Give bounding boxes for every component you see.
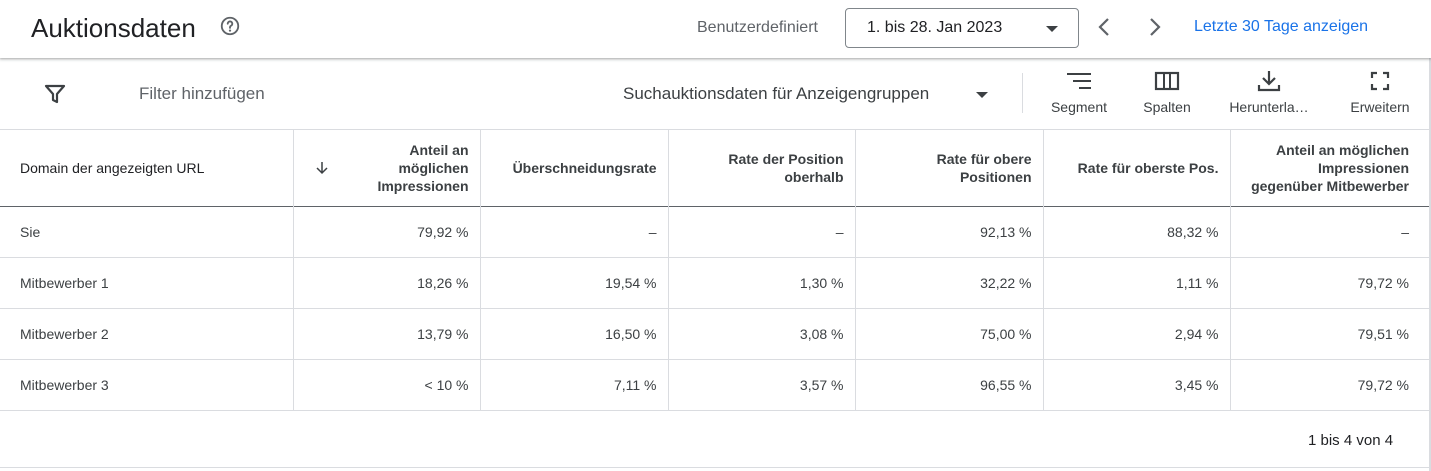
column-header-label: Anteil an möglichen Impressionen (377, 141, 469, 194)
date-range-type-label: Benutzerdefiniert (697, 19, 818, 36)
download-label: Herunterla… (1229, 99, 1309, 115)
columns-icon (1154, 71, 1180, 91)
caret-down-icon (1046, 26, 1058, 32)
table-cell: 7,11 % (480, 359, 669, 410)
report-type-select[interactable]: Suchauktionsdaten für Anzeigengruppen (623, 84, 930, 103)
column-header-position-above-rate[interactable]: Rate der Position oberhalb (668, 130, 856, 206)
table-cell: 79,72 % (1357, 274, 1409, 291)
column-header-overlap-rate[interactable]: Überschneidungsrate (480, 130, 669, 206)
sort-arrow-down-icon (315, 161, 328, 174)
divider (0, 467, 1429, 468)
table-cell: – (1401, 223, 1409, 240)
table-cell: 75,00 % (855, 308, 1044, 359)
page-title: Auktionsdaten (31, 13, 196, 43)
table-cell: Sie (0, 206, 294, 257)
table-cell: 92,13 % (855, 206, 1044, 257)
chevron-right-icon[interactable] (1139, 12, 1169, 42)
table-cell: Mitbewerber 1 (0, 257, 294, 308)
column-header-abs-top-rate[interactable]: Rate für oberste Pos. (1043, 130, 1231, 206)
download-button[interactable]: Herunterla… (1220, 70, 1318, 122)
segment-label: Segment (1050, 99, 1108, 115)
table-header-row: Domain der angezeigten URL Anteil an mög… (0, 130, 1429, 206)
segment-button[interactable]: Segment (1043, 70, 1115, 122)
date-range-value: 1. bis 28. Jan 2023 (867, 19, 1003, 36)
table-cell: 96,55 % (855, 359, 1044, 410)
columns-label: Spalten (1143, 99, 1191, 115)
table-cell: 79,51 % (1357, 325, 1409, 342)
table-row: Mitbewerber 1 18,26 % 19,54 % 1,30 % 32,… (0, 257, 1429, 308)
column-header-top-of-page-rate[interactable]: Rate für obere Positionen (855, 130, 1044, 206)
table-row: Sie 79,92 % – – 92,13 % 88,32 % – (0, 206, 1429, 257)
table-row: Mitbewerber 2 13,79 % 16,50 % 3,08 % 75,… (0, 308, 1429, 359)
pagination-summary: 1 bis 4 von 4 (1308, 432, 1394, 449)
caret-down-icon[interactable] (976, 92, 988, 98)
table-cell: 3,57 % (668, 359, 856, 410)
table-toolbar: Filter hinzufügen Suchauktionsdaten für … (0, 58, 1431, 130)
expand-button[interactable]: Erweitern (1340, 70, 1420, 122)
panel-edge (1429, 0, 1431, 471)
columns-button[interactable]: Spalten (1135, 70, 1199, 122)
table-cell: < 10 % (293, 359, 481, 410)
table-row: Mitbewerber 3 < 10 % 7,11 % 3,57 % 96,55… (0, 359, 1429, 410)
table-cell: 3,08 % (668, 308, 856, 359)
table-cell: 3,45 % (1043, 359, 1231, 410)
date-range-select[interactable]: 1. bis 28. Jan 2023 (845, 8, 1079, 48)
table-cell: 16,50 % (480, 308, 669, 359)
table-cell: 13,79 % (293, 308, 481, 359)
table-cell: 79,92 % (293, 206, 481, 257)
chevron-left-icon[interactable] (1090, 12, 1120, 42)
expand-label: Erweitern (1350, 99, 1410, 115)
segment-icon (1067, 73, 1091, 89)
add-filter-input[interactable]: Filter hinzufügen (139, 84, 265, 103)
table-cell: 1,11 % (1043, 257, 1231, 308)
table-cell: 2,94 % (1043, 308, 1231, 359)
table-cell: – (480, 206, 669, 257)
help-icon[interactable] (219, 15, 241, 37)
table-cell: – (668, 206, 856, 257)
column-header-outranking-share[interactable]: Anteil an möglichen Impressionen gegenüb… (1251, 141, 1409, 194)
table-cell: Mitbewerber 3 (0, 359, 294, 410)
table-cell: 32,22 % (855, 257, 1044, 308)
page-header: Auktionsdaten Benutzerdefiniert 1. bis 2… (0, 0, 1431, 58)
table-cell: Mitbewerber 2 (0, 308, 294, 359)
column-header-impression-share[interactable]: Anteil an möglichen Impressionen (293, 130, 481, 206)
download-icon (1257, 71, 1281, 92)
toolbar-divider (1022, 73, 1023, 113)
filter-icon[interactable] (43, 82, 67, 106)
fullscreen-icon (1370, 71, 1390, 91)
table-cell: 88,32 % (1043, 206, 1231, 257)
last-30-days-link[interactable]: Letzte 30 Tage anzeigen (1194, 18, 1369, 35)
table-cell: 79,72 % (1357, 376, 1409, 393)
table-cell: 18,26 % (293, 257, 481, 308)
table-cell: 1,30 % (668, 257, 856, 308)
column-header-domain[interactable]: Domain der angezeigten URL (0, 130, 294, 206)
table-cell: 19,54 % (480, 257, 669, 308)
auction-insights-table: Domain der angezeigten URL Anteil an mög… (0, 130, 1429, 411)
